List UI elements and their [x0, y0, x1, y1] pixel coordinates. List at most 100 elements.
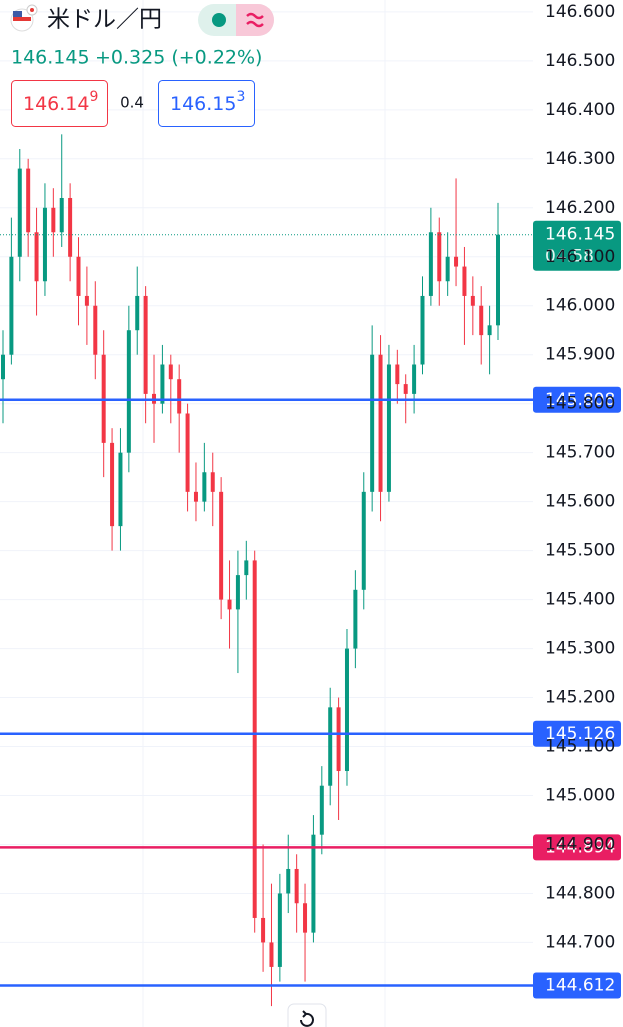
- candle-body: [328, 707, 333, 786]
- candle-body: [227, 599, 232, 610]
- y-tick-label: 145.500: [545, 541, 615, 561]
- candle-body: [428, 232, 433, 296]
- bid-price: 146.149: [23, 89, 98, 115]
- spread: 0.4: [120, 94, 144, 112]
- candle-body: [17, 168, 22, 257]
- countdown: 04:58: [545, 247, 594, 267]
- bid-main: 146.14: [23, 93, 89, 115]
- candle-body: [59, 197, 64, 233]
- candle-body: [378, 354, 383, 492]
- candle-body: [361, 491, 366, 590]
- buy-button[interactable]: [158, 80, 255, 127]
- delayed-icon: [246, 12, 264, 28]
- price-line-label-bg: [533, 386, 621, 413]
- price-line-label: 144.894: [545, 837, 615, 857]
- bid-pip: 9: [89, 89, 98, 105]
- candle-body: [126, 330, 131, 453]
- candle-body: [470, 295, 475, 306]
- y-tick-label: 144.800: [545, 883, 615, 903]
- candles: [1, 134, 500, 1007]
- candle-body: [319, 785, 324, 835]
- candle-body: [42, 207, 47, 282]
- last-price: 146.145: [11, 47, 90, 69]
- candle-body: [252, 560, 257, 918]
- candle-body: [412, 364, 417, 394]
- price-line-label-bg: [533, 972, 621, 999]
- ask-pip: 3: [236, 89, 245, 105]
- candle-body: [353, 589, 358, 649]
- candle-body: [370, 354, 375, 492]
- price-axis: 146.600 146.500 146.400 146.300 146.200 146.1…: [545, 2, 615, 953]
- y-tick-label: 145.800: [545, 394, 615, 414]
- candle-body: [336, 707, 341, 772]
- candle-body: [235, 575, 240, 610]
- y-tick-label: 145.900: [545, 345, 615, 365]
- candle-body: [160, 364, 165, 404]
- candle-body: [210, 472, 215, 492]
- ask-price: 146.153: [170, 89, 245, 115]
- candle-body: [496, 234, 500, 326]
- candle-body: [9, 256, 14, 355]
- candle-body: [311, 834, 316, 933]
- reset-icon: [300, 1010, 314, 1027]
- sell-button[interactable]: [11, 80, 108, 127]
- y-tick-label: 144.700: [545, 932, 615, 952]
- candle-body: [286, 868, 291, 894]
- candle-body: [68, 197, 73, 257]
- symbol: 米ドル／円: [47, 7, 162, 33]
- y-tick-label: 145.200: [545, 688, 615, 708]
- grid: [0, 11, 533, 943]
- candle-body: [76, 256, 81, 296]
- candle-body: [143, 295, 148, 394]
- reset-button[interactable]: [287, 1003, 327, 1027]
- candle-body: [193, 491, 198, 502]
- candle-body: [118, 452, 123, 527]
- current-price-label-bg: [533, 220, 621, 271]
- y-tick-label: 145.700: [545, 443, 615, 463]
- price-line-label-bg: [533, 834, 621, 861]
- candle-body: [454, 256, 459, 267]
- candle-body: [344, 648, 349, 772]
- header: 米ドル／円 146.145 +0.325 (+0.22%) 146.149 0.…: [10, 4, 274, 127]
- candle-body: [479, 305, 484, 336]
- candle-body: [93, 305, 98, 355]
- candle-body: [168, 364, 173, 380]
- y-tick-label: 145.600: [545, 492, 615, 512]
- candle-body: [84, 295, 89, 306]
- candle-body: [202, 472, 207, 502]
- price-line-label: 145.126: [545, 724, 615, 744]
- candle-body: [462, 266, 467, 296]
- price-line-label: 145.808: [545, 390, 615, 410]
- candle-body: [185, 413, 190, 492]
- candle-body: [26, 168, 31, 233]
- candle-body: [445, 256, 450, 282]
- candle-body: [437, 232, 442, 282]
- candle-body: [1, 354, 5, 380]
- candle-body: [487, 325, 492, 336]
- candle-body: [177, 379, 182, 414]
- y-tick-label: 146.300: [545, 149, 615, 169]
- flag-jp-dot: [30, 8, 34, 12]
- current-price-label: 146.145: [545, 225, 615, 245]
- candle-body: [219, 491, 224, 600]
- y-tick-label: 146.500: [545, 51, 615, 71]
- candle-body: [303, 903, 308, 933]
- candle-body: [110, 442, 115, 527]
- candle-body: [34, 232, 39, 282]
- candle-body: [386, 364, 391, 492]
- candle-body: [261, 917, 266, 943]
- y-tick-label: 146.200: [545, 198, 615, 218]
- market-open-dot: [212, 13, 226, 27]
- candle-body: [135, 295, 140, 331]
- candle-body: [395, 364, 400, 385]
- candle-body: [269, 942, 274, 967]
- status-pill-right: [236, 4, 274, 36]
- price-change: +0.325 (+0.22%): [95, 47, 262, 69]
- y-tick-label: 146.000: [545, 296, 615, 316]
- price-line-label-bg: [533, 720, 621, 747]
- flag-canton: [13, 11, 22, 17]
- y-tick-label: 146.400: [545, 100, 615, 120]
- y-tick-label: 146.100: [545, 247, 615, 267]
